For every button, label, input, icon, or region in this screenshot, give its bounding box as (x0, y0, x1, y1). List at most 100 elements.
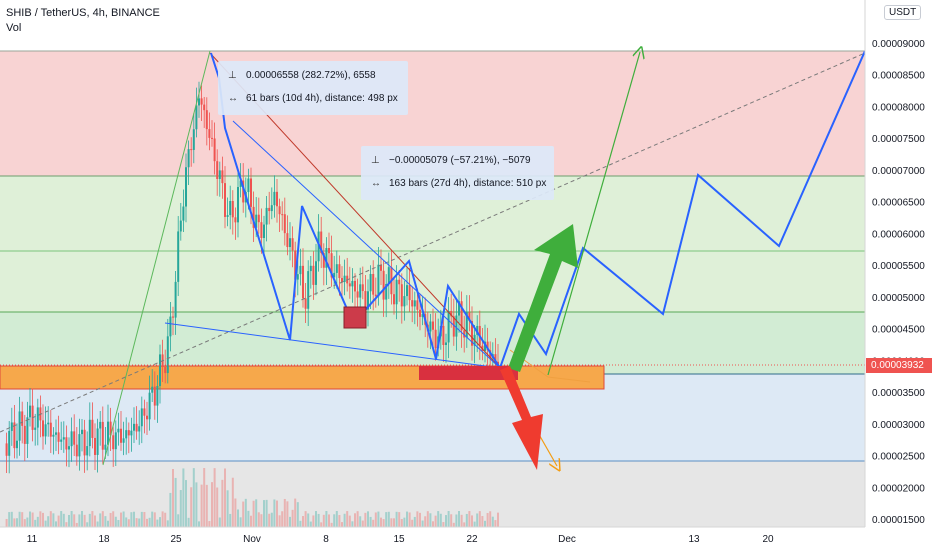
candle-body (348, 283, 351, 287)
volume-bar (203, 468, 206, 527)
candle-body (13, 422, 16, 449)
candle-body (354, 280, 356, 292)
volume-bar (70, 511, 73, 527)
volume-bar (125, 517, 128, 527)
volume-bar (296, 502, 299, 527)
time-tick-label: 25 (170, 534, 182, 545)
measure-box-drop: ⊥ −0.00005079 (−57.21%), −5079 ↔ 163 bars … (361, 146, 554, 200)
volume-bar (281, 511, 284, 527)
candle-body (23, 425, 26, 444)
candle-body (187, 149, 190, 168)
candle-body (341, 278, 343, 282)
candle-body (458, 301, 460, 316)
breakout-marker-box (419, 366, 518, 380)
volume-bar (328, 514, 330, 527)
candle-body (148, 392, 151, 420)
candle-body (213, 138, 216, 162)
candle-body (468, 312, 471, 321)
candle-body (146, 415, 148, 420)
volume-bar (307, 513, 310, 527)
volume-bar (255, 499, 258, 527)
volume-bar (351, 521, 354, 527)
candle-body (302, 265, 304, 299)
volume-bar (484, 520, 486, 527)
candle-body (104, 444, 107, 450)
candle-body (229, 201, 232, 216)
volume-bar (120, 512, 122, 527)
volume-bar (273, 499, 276, 527)
volume-bar (437, 511, 440, 527)
volume-bar (455, 514, 458, 527)
volume-bar (338, 515, 341, 527)
volume-bar (10, 511, 13, 527)
price-axis-ticks: 0.00009000 0.00008500 0.00008000 0.00007500… (872, 39, 925, 526)
candle-body (309, 265, 312, 272)
volume-bar (68, 514, 70, 527)
candle-body (452, 316, 455, 337)
volume-bar (130, 512, 133, 527)
last-price-tag: 0.00003932 (866, 358, 932, 373)
price-tick-label: 0.00007000 (872, 166, 925, 177)
candle-body (127, 430, 130, 436)
volume-bar (424, 516, 427, 527)
volume-bar (333, 514, 336, 527)
volume-bar (291, 509, 294, 527)
candle-body (268, 207, 271, 212)
candle-body (239, 180, 242, 188)
volume-bar (463, 522, 466, 527)
candle-body (57, 432, 60, 442)
volume-label: Vol (6, 22, 22, 34)
candle-body (395, 279, 398, 305)
candle-body (380, 264, 382, 271)
volume-bar (192, 468, 195, 527)
volume-bar (234, 498, 237, 527)
candle-body (226, 215, 229, 217)
volume-bar (86, 522, 89, 527)
candle-body (400, 284, 403, 307)
volume-bar (109, 512, 112, 527)
candle-body (343, 275, 346, 282)
volume-bar (198, 521, 200, 527)
candle-body (429, 321, 432, 332)
candle-body (122, 438, 125, 443)
time-axis[interactable] (0, 527, 865, 550)
candle-body (16, 440, 18, 449)
symbol-title: SHIB / TetherUS, 4h, BINANCE (6, 7, 160, 19)
candle-body (260, 222, 263, 239)
volume-bar (335, 511, 338, 527)
volume-bar (31, 512, 34, 527)
price-axis[interactable] (865, 0, 932, 550)
volume-bar (268, 513, 271, 527)
candle-body (465, 312, 468, 338)
volume-bar (458, 511, 460, 527)
candle-body (413, 300, 416, 307)
volume-bar (491, 516, 494, 527)
price-tick-label: 0.00002000 (872, 483, 925, 494)
volume-bar (78, 514, 81, 527)
candle-body (205, 110, 208, 130)
volume-bar (320, 522, 323, 527)
candle-body (237, 187, 239, 223)
candle-body (221, 170, 224, 184)
candle-body (96, 428, 99, 455)
volume-bar (23, 519, 26, 527)
time-axis-ticks: 11 18 25 Nov 8 15 22 Dec 13 20 (27, 534, 774, 545)
candle-body (120, 428, 122, 443)
price-tick-label: 0.00007500 (872, 134, 925, 145)
candle-body (166, 336, 169, 374)
volume-bar (65, 522, 68, 527)
currency-badge[interactable]: USDT (884, 5, 922, 20)
volume-bar (101, 511, 104, 527)
candle-body (289, 238, 291, 248)
volume-bar (343, 513, 346, 527)
volume-bar (478, 511, 481, 527)
candle-body (75, 444, 78, 457)
volume-bar (172, 469, 174, 527)
volume-bar (156, 519, 159, 527)
green-measure-line (102, 50, 211, 466)
volume-bar (393, 518, 395, 527)
candle-body (169, 316, 172, 337)
candle-body (364, 291, 367, 310)
time-tick-label: 8 (323, 534, 329, 545)
